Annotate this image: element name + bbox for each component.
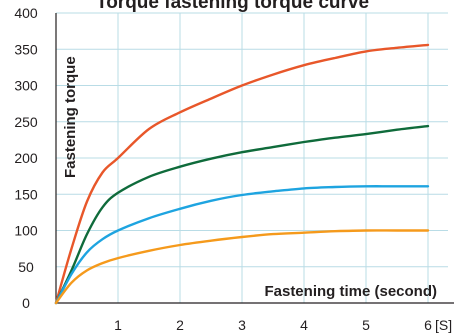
x-tick-label-1: 1 <box>114 317 122 333</box>
series-line-4 <box>54 229 430 305</box>
x-axis-unit: [S] <box>435 317 452 333</box>
y-tick-label-400: 400 <box>14 5 38 21</box>
y-tick-label-300: 300 <box>14 78 38 94</box>
y-tick-label-150: 150 <box>14 186 38 202</box>
y-tick-label-200: 200 <box>14 150 38 166</box>
series-line-3 <box>54 185 430 305</box>
x-tick-label-3: 3 <box>238 317 246 333</box>
chart-title: Torque fastening torque curve <box>96 0 369 13</box>
axes <box>55 13 454 304</box>
y-tick-label-250: 250 <box>14 114 38 130</box>
x-axis-title: Fastening time (second) <box>264 283 437 300</box>
x-tick-label-4: 4 <box>300 317 308 333</box>
y-tick-label-50: 50 <box>18 259 34 275</box>
y-axis-title: Fastening torque <box>62 56 79 178</box>
series-line-2 <box>54 124 430 305</box>
x-tick-label-6: 6 <box>424 317 432 333</box>
x-tick-label-2: 2 <box>176 317 184 333</box>
y-tick-label-0: 0 <box>22 295 30 311</box>
y-tick-label-100: 100 <box>14 223 38 239</box>
y-tick-label-350: 350 <box>14 41 38 57</box>
series-line-1 <box>54 43 430 305</box>
series-lines <box>54 43 430 305</box>
x-tick-label-5: 5 <box>362 317 370 333</box>
tick-labels: 0 50 100 150 200 250 300 350 400 1 2 3 4 5 6 <box>14 5 432 333</box>
